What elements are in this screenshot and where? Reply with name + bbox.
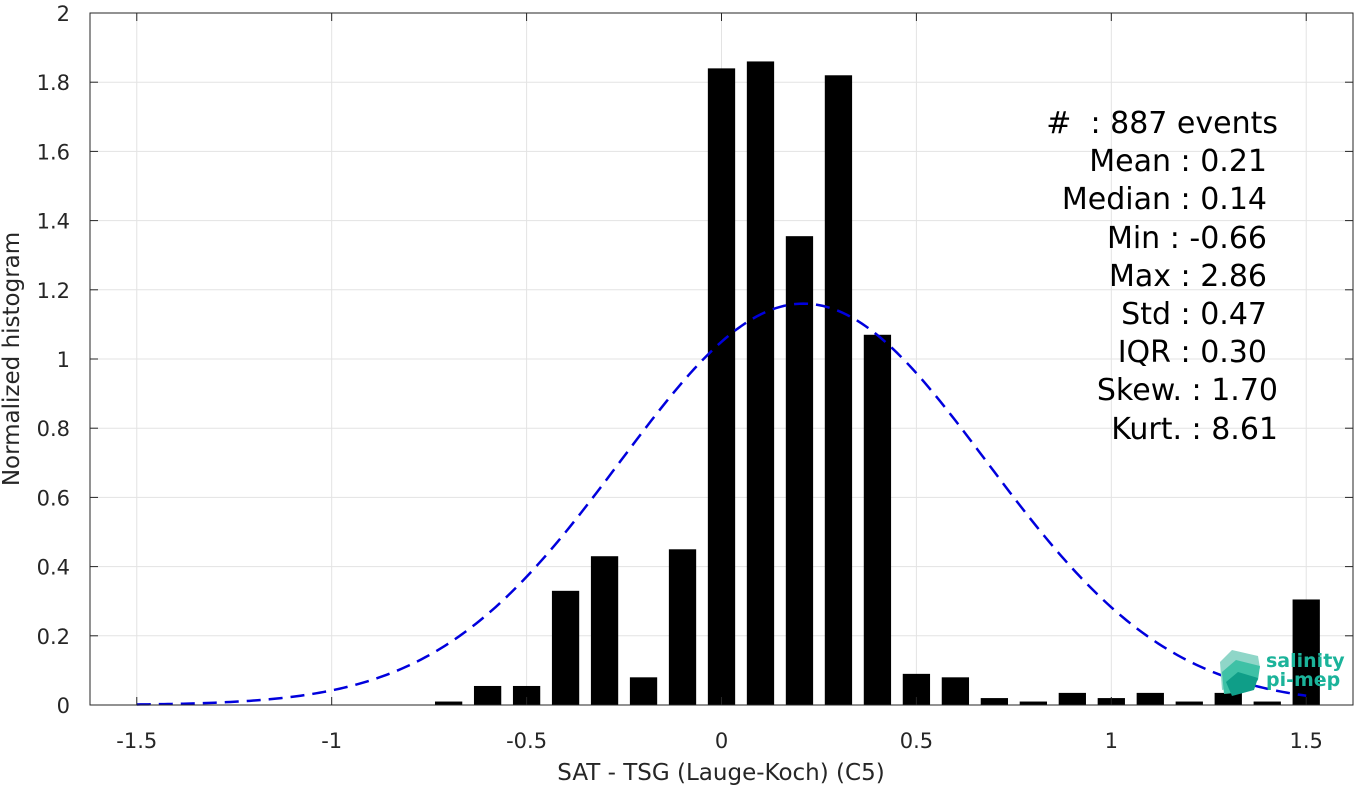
x-tick-label: 0 bbox=[715, 729, 728, 753]
x-tick-label: 0.5 bbox=[900, 729, 933, 753]
y-tick-label: 2 bbox=[57, 2, 70, 26]
histogram-bar bbox=[1292, 599, 1320, 705]
histogram-bar bbox=[551, 590, 580, 705]
stat-std: Std : 0.47 bbox=[1121, 297, 1267, 332]
histogram-bar bbox=[1214, 692, 1242, 705]
y-tick-label: 0.4 bbox=[37, 556, 70, 580]
x-axis-ticks: -1.5 -1 -0.5 0 0.5 1 1.5 bbox=[116, 13, 1323, 753]
y-tick-label: 1.6 bbox=[37, 140, 70, 164]
stat-count: # : 887 events bbox=[1046, 106, 1278, 141]
logo-text-salinity: salinity bbox=[1266, 650, 1345, 672]
histogram-bar bbox=[512, 685, 541, 705]
x-tick-label: 1 bbox=[1105, 729, 1118, 753]
x-tick-label: -0.5 bbox=[506, 729, 547, 753]
statistics-annotation: # : 887 events Mean : 0.21 Median : 0.14… bbox=[1046, 106, 1278, 447]
stat-min: Min : -0.66 bbox=[1107, 221, 1267, 256]
histogram-bar bbox=[668, 549, 697, 705]
histogram-bar bbox=[590, 556, 619, 705]
histogram-bar bbox=[1019, 701, 1047, 705]
y-tick-label: 0 bbox=[57, 694, 70, 718]
stat-mean: Mean : 0.21 bbox=[1089, 144, 1267, 179]
salinity-pi-mep-logo: salinity pi-mep bbox=[1220, 650, 1345, 696]
x-tick-label: -1.5 bbox=[116, 729, 157, 753]
y-axis-ticks: 0 0.2 0.4 0.6 0.8 1 1.2 1.4 1.6 1.8 2 bbox=[37, 2, 1353, 718]
stat-iqr: IQR : 0.30 bbox=[1118, 335, 1267, 370]
histogram-bar bbox=[824, 75, 853, 705]
y-tick-label: 1.2 bbox=[37, 279, 70, 303]
histogram-bar bbox=[1175, 701, 1203, 705]
y-tick-label: 1 bbox=[57, 348, 70, 372]
stat-skewness: Skew. : 1.70 bbox=[1097, 373, 1278, 408]
y-tick-label: 0.2 bbox=[37, 625, 70, 649]
y-tick-label: 1.8 bbox=[37, 71, 70, 95]
histogram-bar bbox=[863, 334, 892, 705]
y-tick-label: 0.8 bbox=[37, 417, 70, 441]
histogram-bar bbox=[1058, 692, 1086, 705]
histogram-bar bbox=[785, 236, 814, 706]
gaussian-fit-curve bbox=[136, 302, 1307, 706]
logo-wave-icon bbox=[1220, 650, 1260, 696]
histogram-bar bbox=[473, 685, 502, 705]
y-tick-label: 0.6 bbox=[37, 486, 70, 510]
histogram-bar bbox=[629, 677, 658, 705]
histogram-bar bbox=[941, 677, 970, 705]
stat-max: Max : 2.86 bbox=[1109, 259, 1267, 294]
histogram-bar bbox=[980, 698, 1009, 705]
y-tick-label: 1.4 bbox=[37, 210, 70, 234]
histogram-bar bbox=[434, 701, 463, 705]
x-tick-label: 1.5 bbox=[1290, 729, 1323, 753]
stat-median: Median : 0.14 bbox=[1062, 182, 1267, 217]
x-tick-label: -1 bbox=[321, 729, 342, 753]
x-axis-label: SAT - TSG (Lauge-Koch) (C5) bbox=[557, 760, 884, 786]
histogram-bar bbox=[1136, 692, 1164, 705]
histogram-bar bbox=[1253, 701, 1281, 705]
logo-text-pimep: pi-mep bbox=[1266, 669, 1340, 691]
y-axis-label: Normalized histogram bbox=[0, 232, 25, 486]
histogram-bar bbox=[707, 68, 736, 706]
histogram-bar bbox=[746, 61, 775, 705]
stat-kurtosis: Kurt. : 8.61 bbox=[1111, 412, 1278, 447]
